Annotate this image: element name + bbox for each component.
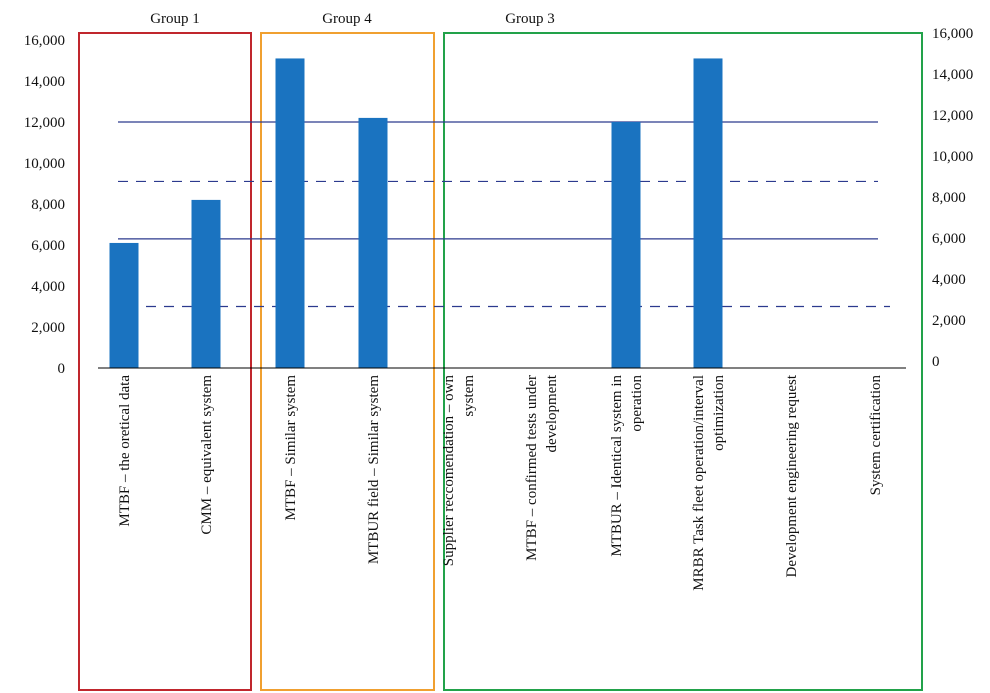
- reference-lines: [118, 121, 890, 308]
- y-tick-label-right: 6,000: [932, 231, 966, 247]
- category-label-line: operation: [629, 375, 645, 432]
- y-tick-label-left: 10,000: [24, 156, 65, 172]
- y-tick-label-left: 6,000: [31, 238, 65, 254]
- group-box: [260, 32, 435, 691]
- y-tick-label-left: 14,000: [24, 74, 65, 90]
- y-tick-label-right: 16,000: [932, 26, 973, 42]
- y-tick-label-left: 16,000: [24, 33, 65, 49]
- group-box: [78, 32, 252, 691]
- bar: [611, 122, 641, 368]
- category-label-line: MTBF – Similar system: [283, 375, 299, 521]
- category-label: Development engineering request: [784, 374, 800, 577]
- category-label-line: MTBUR – Identical system in: [609, 375, 625, 557]
- bar: [358, 117, 388, 369]
- y-tick-label-right: 0: [932, 354, 940, 370]
- group-labels: Group 1 Group 4 Group 3: [150, 11, 555, 27]
- y-tick-label-right: 2,000: [932, 313, 966, 329]
- category-label: MTBF – Similar system: [283, 375, 299, 521]
- category-label-line: Development engineering request: [784, 374, 800, 577]
- category-label-line: MTBF – confirmed tests under: [524, 375, 540, 561]
- bars: [109, 58, 723, 369]
- category-label-line: MTBUR field – Similar system: [366, 375, 382, 564]
- category-label: System certification: [868, 375, 884, 496]
- y-tick-label-left: 0: [58, 361, 66, 377]
- category-label: CMM – equivalent system: [199, 375, 215, 535]
- category-label: MRBR Task fleet operation/interval optimi…: [691, 375, 727, 591]
- y-tick-label-right: 8,000: [932, 190, 966, 206]
- bar: [109, 242, 139, 368]
- y-tick-label-right: 10,000: [932, 149, 973, 165]
- category-label-line: System certification: [868, 375, 884, 496]
- category-label-line: Supplier reccomendation – own: [441, 375, 457, 567]
- group-label: Group 3: [505, 11, 555, 27]
- bar: [693, 58, 723, 368]
- group-boxes: [78, 32, 923, 691]
- category-label: Supplier reccomendation – own system: [441, 375, 477, 567]
- category-label: MTBF – confirmed tests under development: [524, 374, 560, 561]
- y-tick-label-right: 4,000: [932, 272, 966, 288]
- group-box: [443, 32, 923, 691]
- group-label: Group 1: [150, 11, 200, 27]
- bar: [191, 199, 221, 368]
- y-tick-label-right: 14,000: [932, 67, 973, 83]
- category-label: MTBUR field – Similar system: [366, 375, 382, 564]
- category-label-line: CMM – equivalent system: [199, 375, 215, 535]
- category-labels: MTBF – the oretical data CMM – equivalent…: [117, 374, 884, 591]
- category-label: MTBUR – Identical system in operation: [609, 375, 645, 557]
- category-label-line: MTBF – the oretical data: [117, 375, 133, 527]
- y-tick-label-left: 12,000: [24, 115, 65, 131]
- category-label-line: development: [544, 374, 560, 452]
- y-tick-label-right: 12,000: [932, 108, 973, 124]
- bar: [275, 58, 305, 368]
- category-label: MTBF – the oretical data: [117, 375, 133, 527]
- y-tick-label-left: 8,000: [31, 197, 65, 213]
- y-axis-ticks-right: 0 2,000 4,000 6,000 8,000 10,000 12,000 14,000 1…: [932, 26, 973, 370]
- group-label: Group 4: [322, 11, 372, 27]
- category-label-line: system: [461, 375, 477, 417]
- y-tick-label-left: 2,000: [31, 320, 65, 336]
- y-axis-ticks-left: 0 2,000 4,000 6,000 8,000 10,000 12,000 14,000 1…: [24, 33, 65, 377]
- y-tick-label-left: 4,000: [31, 279, 65, 295]
- category-label-line: MRBR Task fleet operation/interval: [691, 375, 707, 591]
- category-label-line: optimization: [711, 375, 727, 451]
